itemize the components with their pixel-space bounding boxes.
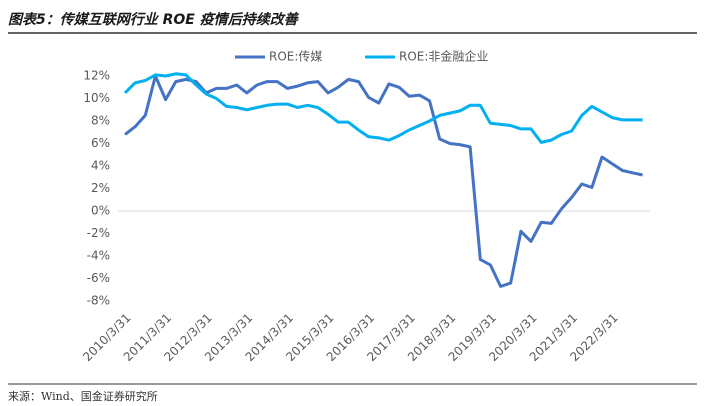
y-tick-label: -6% xyxy=(87,271,110,285)
series-line xyxy=(123,72,643,144)
y-tick-label: 12% xyxy=(83,69,110,83)
series-line xyxy=(124,74,643,288)
y-tick-label: -8% xyxy=(87,294,110,308)
source: 来源：Wind、国金证券研究所 xyxy=(8,389,158,403)
legend-label: ROE:非金融企业 xyxy=(399,49,488,64)
y-tick-label: 2% xyxy=(91,181,110,195)
chart-title: 图表5：传媒互联网行业 ROE 疫情后持续改善 xyxy=(8,11,300,28)
y-tick-label: 8% xyxy=(91,114,110,128)
y-tick-label: -2% xyxy=(87,226,110,240)
y-tick-label: 10% xyxy=(83,91,110,105)
y-tick-label: 4% xyxy=(91,159,110,173)
y-tick-label: 6% xyxy=(91,136,110,150)
legend-label: ROE:传媒 xyxy=(269,49,322,64)
y-tick-label: 0% xyxy=(91,204,110,218)
y-tick-label: -4% xyxy=(87,249,110,263)
